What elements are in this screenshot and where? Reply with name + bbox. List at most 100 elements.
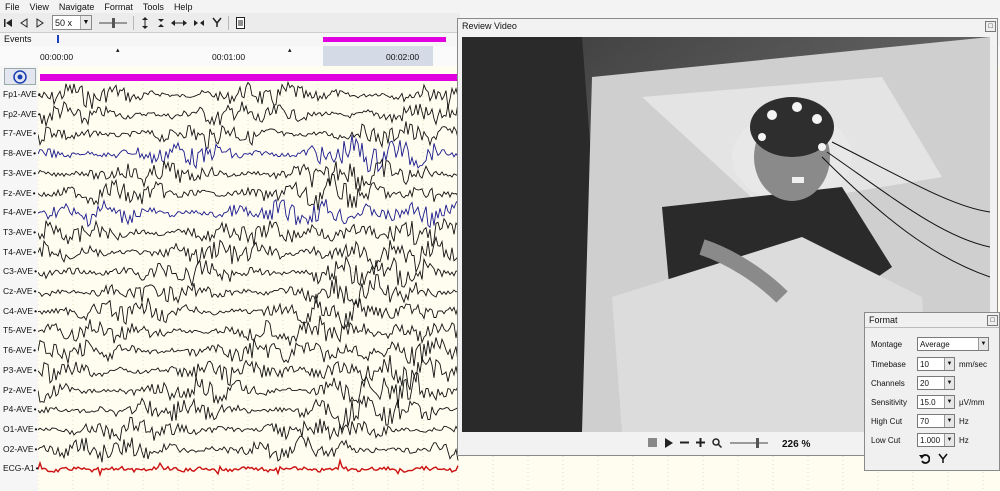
channel-label[interactable]: T4-AVE	[3, 247, 36, 257]
channel-label[interactable]: O1-AVE	[3, 424, 38, 434]
eeg-trace	[38, 371, 459, 408]
stop-button[interactable]	[648, 438, 657, 450]
target-icon	[13, 69, 27, 84]
video-scene-image	[462, 37, 990, 432]
chevron-down-icon: ▼	[944, 396, 954, 408]
timebase-unit: mm/sec	[959, 359, 987, 369]
channel-label[interactable]: Fp2-AVE	[3, 109, 41, 119]
channel-label[interactable]: P4-AVE	[3, 404, 37, 414]
channel-label[interactable]: Fp1-AVE	[3, 89, 41, 99]
channel-label[interactable]: C4-AVE	[3, 306, 37, 316]
compress-vertical-icon	[158, 18, 164, 27]
eeg-waveforms[interactable]	[38, 66, 1000, 491]
speed-slider[interactable]	[98, 15, 128, 30]
channel-label[interactable]: C3-AVE	[3, 266, 37, 276]
channel-label[interactable]: T6-AVE	[3, 345, 36, 355]
chevron-down-icon: ▼	[978, 338, 988, 350]
channels-select[interactable]: 20 ▼	[917, 376, 955, 390]
page-button[interactable]	[234, 15, 246, 30]
eeg-trace	[38, 255, 459, 288]
tick-marker: ▴	[116, 47, 120, 54]
channel-label[interactable]: F7-AVE	[3, 128, 36, 138]
expand-horizontal-button[interactable]	[171, 15, 187, 30]
undo-button[interactable]	[919, 453, 931, 466]
toolbar-separator	[133, 15, 134, 30]
menu-help[interactable]: Help	[173, 2, 193, 12]
channel-label[interactable]: Cz-AVE	[3, 286, 37, 296]
format-window-maximize-button[interactable]: □	[987, 315, 998, 326]
eeg-trace	[38, 293, 459, 329]
filter-icon	[212, 17, 222, 27]
filter-button[interactable]	[938, 453, 948, 466]
play-back-button[interactable]	[18, 15, 30, 30]
zoom-value: 226 %	[782, 438, 811, 450]
menu-navigate[interactable]: Navigate	[58, 2, 95, 12]
event-marker[interactable]	[57, 35, 59, 43]
channel-label[interactable]: P3-AVE	[3, 365, 37, 375]
video-controls: 226 %	[648, 436, 810, 452]
channel-label[interactable]: F4-AVE	[3, 207, 36, 217]
event-range-marker[interactable]	[323, 37, 446, 42]
channel-label[interactable]: T3-AVE	[3, 227, 36, 237]
sensitivity-unit: µV/mm	[959, 397, 985, 407]
channels-row: Channels 20 ▼	[871, 376, 955, 390]
eeg-trace	[38, 158, 459, 192]
timebase-select[interactable]: 10 ▼	[917, 357, 955, 371]
menu-format[interactable]: Format	[104, 2, 133, 12]
menu-file[interactable]: File	[5, 2, 20, 12]
highcut-value: 70	[920, 416, 929, 426]
speed-value: 50 x	[55, 17, 73, 28]
montage-select[interactable]: Average ▼	[917, 337, 989, 351]
channel-label[interactable]: F8-AVE	[3, 148, 36, 158]
play-icon	[36, 17, 44, 28]
sensitivity-select[interactable]: 15.0 ▼	[917, 395, 955, 409]
play-icon	[665, 437, 673, 448]
eeg-trace	[38, 235, 459, 274]
highcut-select[interactable]: 70 ▼	[917, 414, 955, 428]
timebase-row: Timebase 10 ▼ mm/sec	[871, 357, 987, 371]
timebase-value: 10	[920, 359, 929, 369]
visible-page-indicator	[323, 46, 433, 66]
zoom-slider[interactable]	[729, 437, 769, 451]
channel-label[interactable]: Pz-AVE	[3, 385, 36, 395]
stop-icon	[648, 438, 657, 447]
video-window-maximize-button[interactable]: □	[985, 21, 996, 32]
menu-view[interactable]: View	[29, 2, 49, 12]
compress-vertical-button[interactable]	[155, 15, 167, 30]
channel-label[interactable]: T5-AVE	[3, 325, 36, 335]
channel-label[interactable]: ECG-A1	[3, 463, 39, 473]
minus-icon	[680, 441, 689, 444]
channel-label[interactable]: O2-AVE	[3, 444, 38, 454]
expand-vertical-button[interactable]	[139, 15, 151, 30]
chevron-down-icon: ▼	[944, 358, 954, 370]
magnifier-icon	[712, 437, 723, 448]
zoom-in-button[interactable]	[696, 438, 705, 450]
play-button[interactable]	[664, 437, 673, 451]
montage-target-button[interactable]	[4, 68, 36, 85]
compress-horizontal-button[interactable]	[191, 15, 207, 30]
tick-marker: ▴	[288, 47, 292, 54]
zoom-out-button[interactable]	[680, 438, 689, 450]
document-icon	[235, 16, 245, 29]
format-window-title: Format	[869, 315, 898, 325]
eeg-trace	[38, 135, 459, 173]
montage-label: Montage	[871, 339, 903, 349]
montage-row: Montage Average ▼	[871, 337, 989, 351]
lowcut-select[interactable]: 1.000 ▼	[917, 433, 955, 447]
toolbar: 50 x ▼	[0, 13, 460, 33]
video-window-title: Review Video	[462, 21, 517, 31]
play-forward-button[interactable]	[34, 15, 46, 30]
channel-label[interactable]: F3-AVE	[3, 168, 36, 178]
timebase-label: Timebase	[871, 359, 906, 369]
chevron-down-icon: ▼	[944, 434, 954, 446]
step-back-button[interactable]	[2, 15, 14, 30]
eeg-trace	[38, 395, 459, 431]
zoom-fit-button[interactable]	[712, 437, 723, 451]
menu-tools[interactable]: Tools	[142, 2, 164, 12]
eeg-trace	[38, 173, 459, 211]
format-window[interactable]: Format □ Montage Average ▼ Timebase 10 ▼ m…	[864, 312, 1000, 471]
filter-button[interactable]	[211, 15, 223, 30]
speed-select[interactable]: 50 x ▼	[52, 15, 92, 30]
channel-label[interactable]: Fz-AVE	[3, 188, 36, 198]
eeg-trace	[38, 416, 459, 442]
